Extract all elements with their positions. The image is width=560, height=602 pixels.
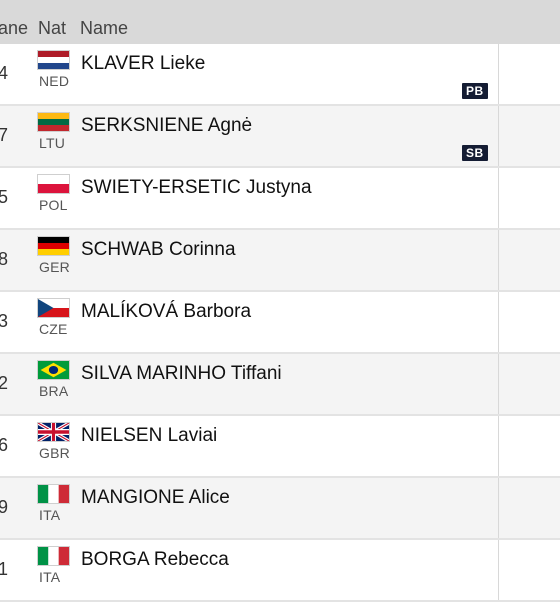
country-code: LTU bbox=[39, 135, 66, 151]
country-code: POL bbox=[39, 197, 68, 213]
flag-italy-icon bbox=[37, 484, 70, 504]
results-table-body: 4 NED KLAVER Lieke PB 7 LTU SERKSNIENE A… bbox=[0, 44, 560, 602]
table-row[interactable]: 7 LTU SERKSNIENE Agnė SB bbox=[0, 106, 560, 168]
athlete-name[interactable]: SERKSNIENE Agnė bbox=[81, 115, 253, 136]
table-row[interactable]: 4 NED KLAVER Lieke PB bbox=[0, 44, 560, 106]
column-header-name[interactable]: Name bbox=[80, 18, 129, 38]
lane-number: 9 bbox=[0, 497, 9, 517]
column-divider bbox=[498, 478, 499, 538]
athlete-name[interactable]: KLAVER Lieke bbox=[81, 53, 206, 74]
table-row[interactable]: 8 GER SCHWAB Corinna bbox=[0, 230, 560, 292]
country-code: GBR bbox=[39, 445, 70, 461]
table-row[interactable]: 1 ITA BORGA Rebecca bbox=[0, 540, 560, 602]
column-divider bbox=[498, 416, 499, 476]
country-code: BRA bbox=[39, 383, 69, 399]
column-divider bbox=[498, 168, 499, 228]
athlete-name[interactable]: SILVA MARINHO Tiffani bbox=[81, 363, 282, 384]
column-divider bbox=[498, 540, 499, 600]
lane-number: 5 bbox=[0, 187, 9, 207]
table-row[interactable]: 6 GBR NIELSEN Laviai bbox=[0, 416, 560, 478]
personal-best-badge: PB bbox=[462, 83, 488, 99]
season-best-badge: SB bbox=[462, 145, 488, 161]
country-code: GER bbox=[39, 259, 70, 275]
lane-number: 7 bbox=[0, 125, 9, 145]
column-divider bbox=[498, 230, 499, 290]
table-row[interactable]: 2 BRA SILVA MARINHO Tiffani bbox=[0, 354, 560, 416]
flag-brazil-icon bbox=[37, 360, 70, 380]
flag-czechia-icon bbox=[37, 298, 70, 318]
column-header-lane[interactable]: Lane bbox=[0, 18, 29, 38]
country-code: NED bbox=[39, 73, 70, 89]
table-row[interactable]: 9 ITA MANGIONE Alice bbox=[0, 478, 560, 540]
table-row[interactable]: 5 POL SWIETY-ERSETIC Justyna bbox=[0, 168, 560, 230]
lane-number: 1 bbox=[0, 559, 9, 579]
country-code: ITA bbox=[39, 507, 61, 523]
country-code: CZE bbox=[39, 321, 68, 337]
flag-germany-icon bbox=[37, 236, 70, 256]
flag-great-britain-icon bbox=[37, 422, 70, 442]
column-divider bbox=[498, 44, 499, 104]
lane-number: 4 bbox=[0, 63, 9, 83]
athlete-name[interactable]: SWIETY-ERSETIC Justyna bbox=[81, 177, 312, 198]
athlete-name[interactable]: MALÍKOVÁ Barbora bbox=[81, 301, 252, 322]
column-header-nat[interactable]: Nat bbox=[38, 18, 67, 38]
flag-poland-icon bbox=[37, 174, 70, 194]
results-table-header: Lane Nat Name bbox=[0, 0, 560, 44]
athlete-name[interactable]: BORGA Rebecca bbox=[81, 549, 229, 570]
country-code: ITA bbox=[39, 569, 61, 585]
column-divider bbox=[498, 354, 499, 414]
lane-number: 6 bbox=[0, 435, 9, 455]
athlete-name[interactable]: MANGIONE Alice bbox=[81, 487, 230, 508]
column-divider bbox=[498, 292, 499, 352]
athlete-name[interactable]: SCHWAB Corinna bbox=[81, 239, 236, 260]
column-divider bbox=[498, 106, 499, 166]
lane-number: 3 bbox=[0, 311, 9, 331]
flag-italy-icon bbox=[37, 546, 70, 566]
flag-netherlands-icon bbox=[37, 50, 70, 70]
lane-number: 8 bbox=[0, 249, 9, 269]
athlete-name[interactable]: NIELSEN Laviai bbox=[81, 425, 218, 446]
flag-lithuania-icon bbox=[37, 112, 70, 132]
lane-number: 2 bbox=[0, 373, 9, 393]
table-row[interactable]: 3 CZE MALÍKOVÁ Barbora bbox=[0, 292, 560, 354]
